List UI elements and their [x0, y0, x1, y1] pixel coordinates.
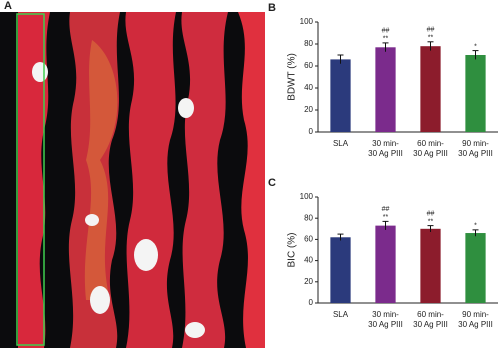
significance-mark: ## [427, 27, 435, 34]
y-axis-label: BIC (%) [287, 233, 298, 268]
x-tick-label: 60 min- [417, 310, 444, 319]
x-tick-label: 30 min- [372, 310, 399, 319]
significance-mark: ## [427, 210, 435, 217]
significance-mark: ## [382, 206, 390, 213]
significance-mark: ** [428, 35, 434, 42]
y-tick-label: 80 [304, 213, 313, 222]
bar [330, 59, 351, 132]
x-tick-label: 60 min- [417, 139, 444, 148]
panel-label: A [4, 0, 12, 12]
y-tick-label: 40 [304, 83, 313, 92]
y-tick-label: 60 [304, 61, 313, 70]
bar [420, 228, 441, 303]
y-tick-label: 20 [304, 277, 313, 286]
significance-mark: ** [383, 36, 389, 43]
x-tick-label: 30 Ag PIII [413, 320, 448, 329]
bar [420, 46, 441, 133]
y-tick-label: 100 [300, 192, 314, 201]
panel-label: B [268, 2, 276, 14]
x-tick-label: 30 Ag PIII [458, 320, 493, 329]
x-tick-label: SLA [333, 310, 349, 319]
bar [465, 233, 486, 303]
significance-mark: ** [383, 214, 389, 221]
x-tick-label: 30 Ag PIII [368, 320, 403, 329]
bar [465, 55, 486, 132]
y-tick-label: 80 [304, 39, 313, 48]
x-tick-label: 30 Ag PIII [458, 149, 493, 158]
panel-label: C [268, 177, 276, 189]
y-tick-label: 100 [300, 17, 314, 26]
histology-image [0, 12, 265, 348]
bar [330, 237, 351, 303]
significance-mark: ** [428, 218, 434, 225]
significance-mark: ## [382, 28, 390, 35]
significance-mark: * [474, 223, 477, 230]
x-tick-label: 90 min- [462, 310, 489, 319]
x-tick-label: 30 Ag PIII [413, 149, 448, 158]
bar [375, 225, 396, 303]
x-tick-label: 30 Ag PIII [368, 149, 403, 158]
y-tick-label: 40 [304, 256, 313, 265]
significance-mark: * [474, 43, 477, 50]
bar [375, 47, 396, 132]
y-tick-label: 0 [309, 127, 314, 136]
x-tick-label: 90 min- [462, 139, 489, 148]
y-tick-label: 20 [304, 105, 313, 114]
y-tick-label: 0 [309, 298, 314, 307]
x-tick-label: SLA [333, 139, 349, 148]
y-axis-label: BDWT (%) [287, 53, 298, 101]
x-tick-label: 30 min- [372, 139, 399, 148]
y-tick-label: 60 [304, 235, 313, 244]
